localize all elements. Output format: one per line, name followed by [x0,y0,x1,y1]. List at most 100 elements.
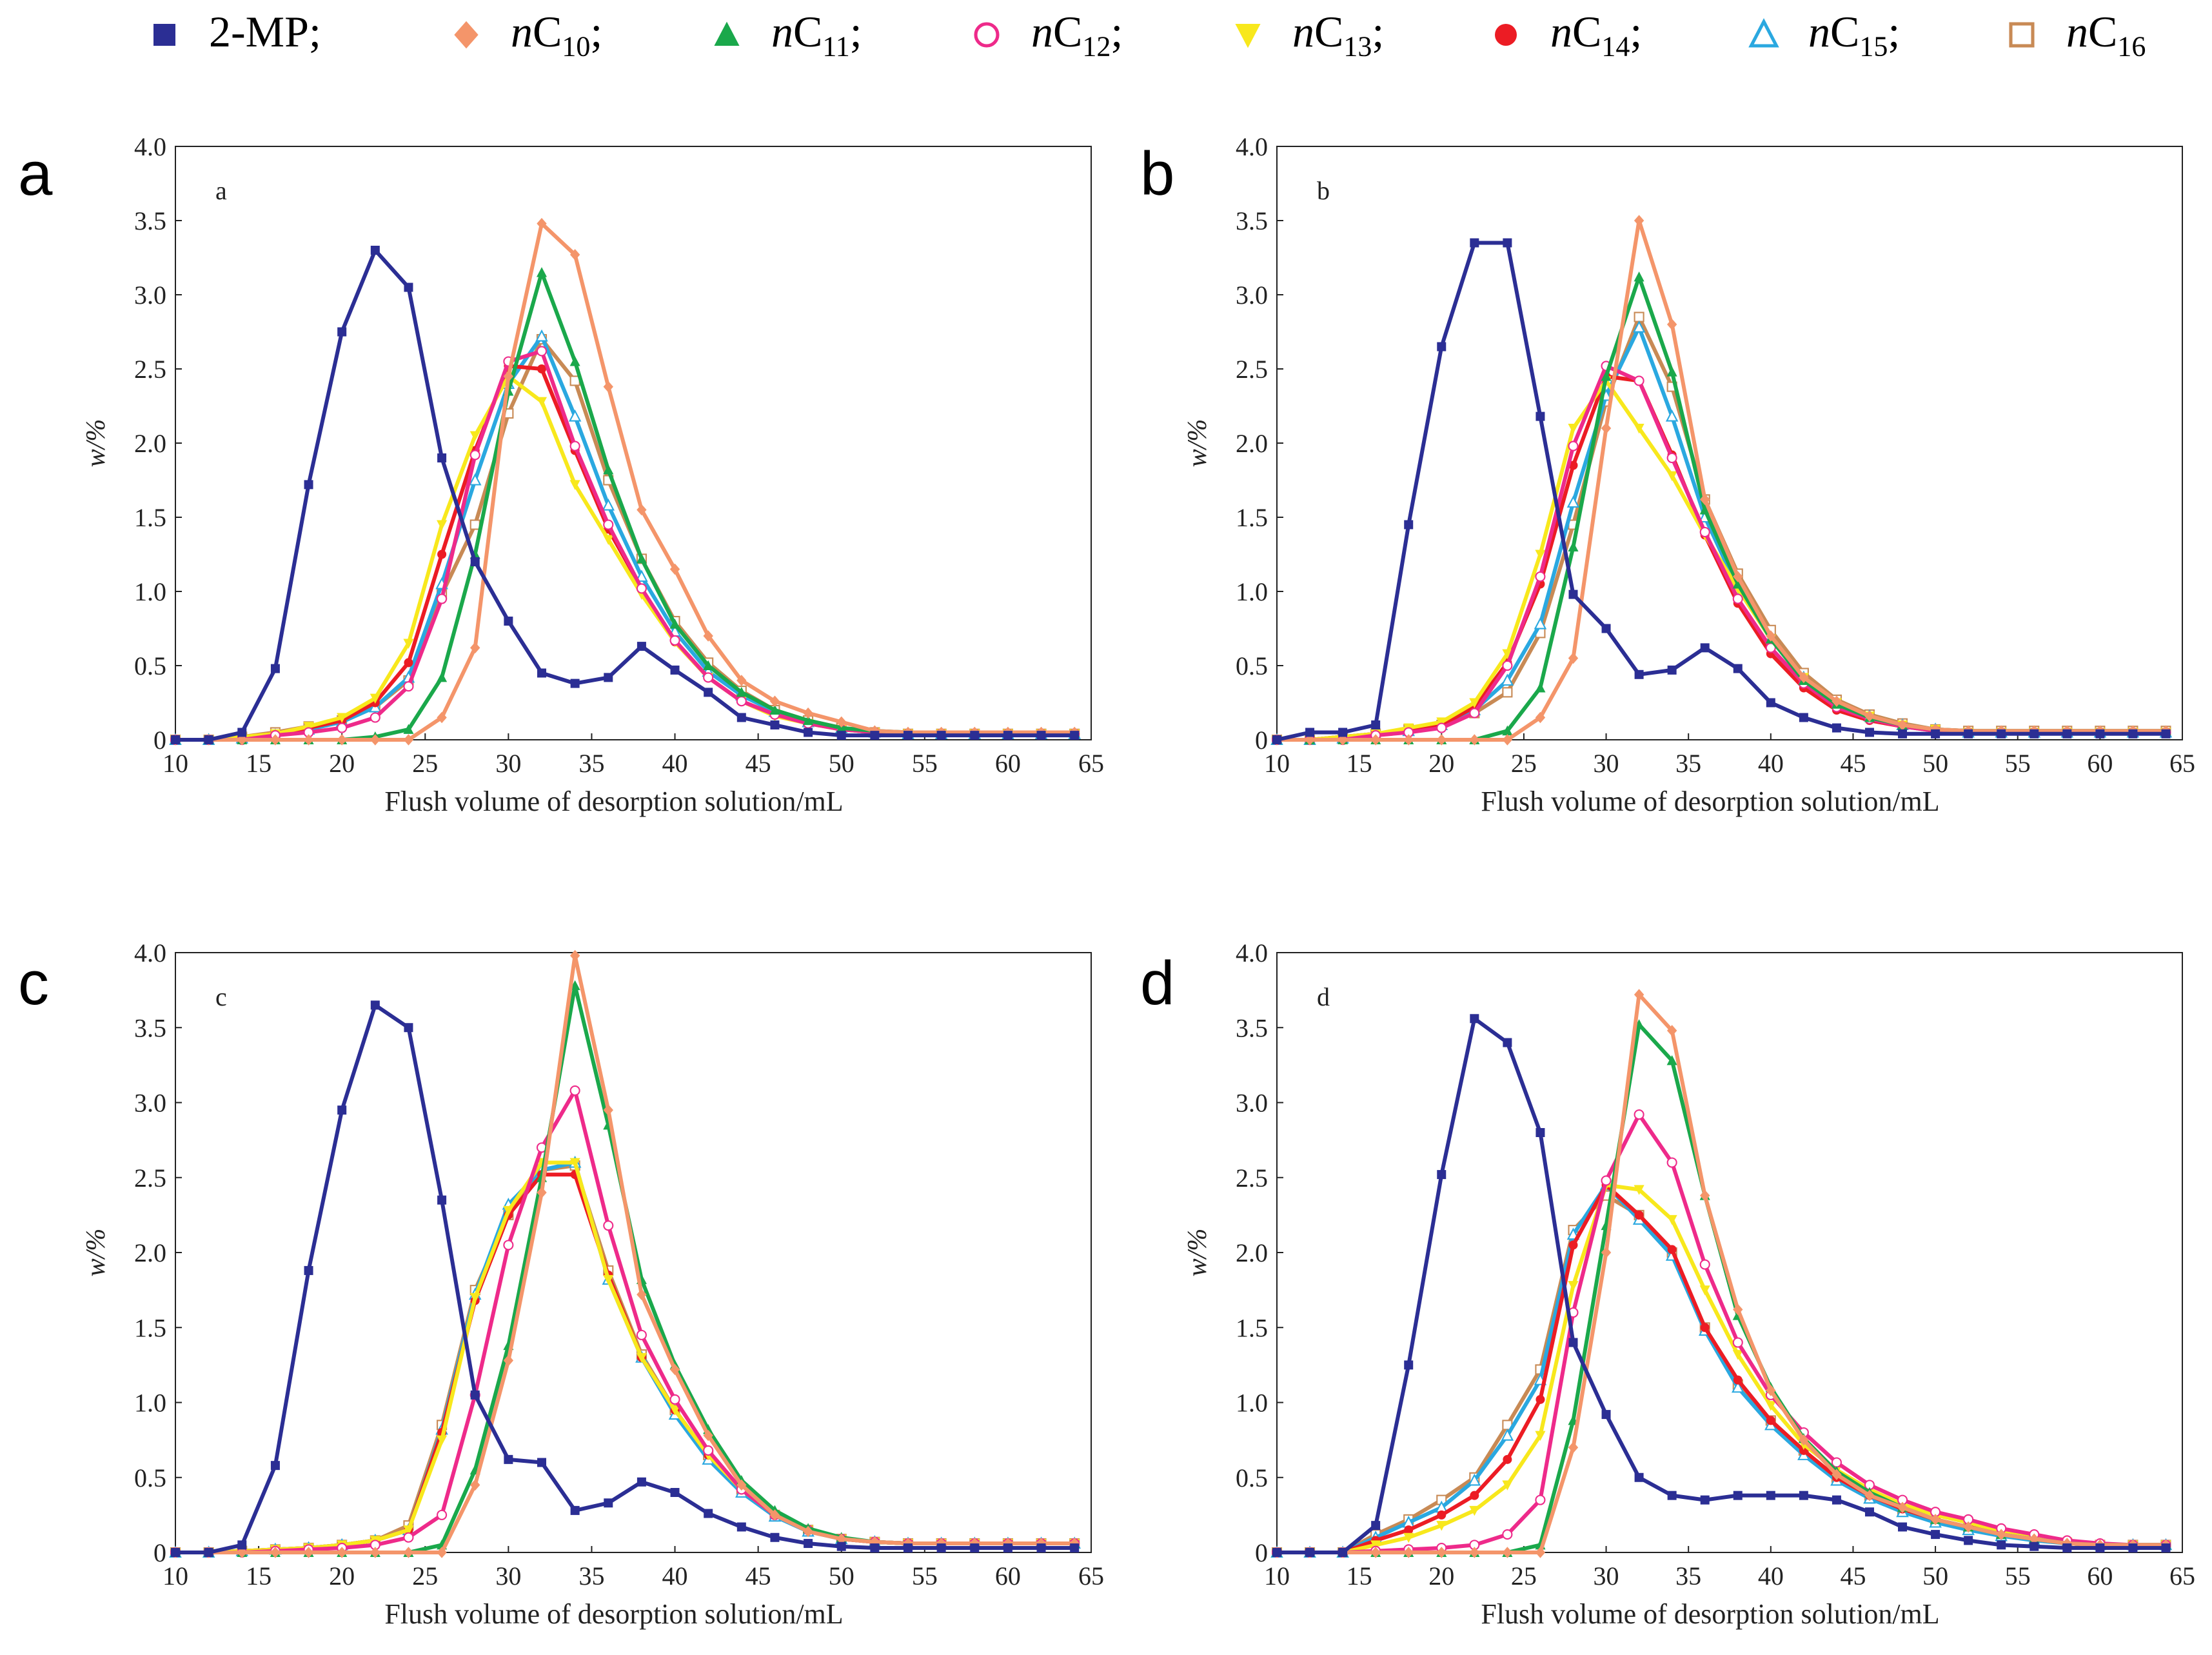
series-nc10 [170,949,1080,1558]
legend-item-nc13: nC13; [1225,7,1384,63]
data-point-nc13 [437,520,448,530]
y-tick-label: 2.0 [1236,1238,1268,1267]
data-point-2-mp [670,665,680,675]
series-2-mp [171,1000,1080,1557]
data-point-nc14 [1667,1245,1677,1254]
data-point-2-mp [337,1105,347,1115]
data-point-2-mp [370,246,380,255]
data-point-nc12 [337,722,348,733]
data-point-2-mp [836,731,846,740]
y-tick-label: 2.5 [1236,355,1268,384]
data-point-nc15 [635,570,648,582]
data-point-nc15 [468,473,482,486]
data-point-2-mp [970,1543,980,1553]
x-tick-label: 60 [2087,749,2113,778]
data-point-nc12 [437,1509,448,1520]
data-point-2-mp [1305,1548,1315,1557]
legend-marker-nc14 [1495,24,1517,46]
x-tick-label: 20 [329,749,355,778]
data-point-nc13 [1469,1505,1480,1516]
legend-label: nC10; [511,7,603,63]
data-point-nc12 [636,1329,647,1340]
data-point-nc13 [1732,1350,1743,1360]
data-point-nc12 [1502,1529,1513,1540]
inner-panel-label: d [1317,982,1330,1011]
data-point-nc10 [537,1187,547,1198]
legend-marker-shape [1235,24,1261,48]
x-tick-label: 30 [1594,1561,1619,1591]
x-tick-label: 35 [1675,749,1701,778]
data-point-nc14 [404,658,413,668]
x-tick-label: 25 [1511,749,1537,778]
data-point-2-mp [1832,1495,1841,1505]
data-point-nc14 [1733,1375,1743,1385]
x-tick-label: 30 [495,1561,521,1591]
data-point-nc13 [1502,649,1513,659]
line-chart-c: 10 15 20 25 30 35 40 45 50 55 60 65 0 0.5 1.0 1.5 2.0 2.5… [81,938,1104,1630]
x-axis-label: Flush volume of desorption solution/mL [1481,786,1939,817]
data-point-nc10 [603,1104,613,1116]
panel-label-c: c [18,949,49,1018]
data-point-2-mp [1503,238,1512,248]
data-point-nc13 [569,480,580,490]
legend-item-nc15: nC15; [1741,7,1900,63]
data-point-nc13 [1568,1281,1579,1291]
y-axis-label: w/% [1187,419,1212,468]
data-point-nc10 [1469,1547,1480,1558]
x-tick-label: 25 [412,1561,438,1591]
y-axis-label: w/% [81,419,111,468]
x-tick-label: 35 [578,1561,604,1591]
y-tick-label: 2.0 [134,1238,166,1267]
data-point-2-mp [270,1461,280,1471]
data-point-2-mp [1601,624,1611,633]
data-point-nc13 [370,693,380,704]
x-tick-label: 20 [1428,1561,1454,1591]
series-line-2-mp [175,1003,1075,1554]
x-tick-label: 65 [1078,1561,1104,1591]
legend-label: nC16 [2066,7,2146,63]
data-point-nc14 [1470,1491,1479,1500]
x-tick-label: 55 [2005,749,2031,778]
data-point-nc13 [303,722,314,732]
data-point-2-mp [704,688,713,697]
y-tick-label: 4.0 [1236,132,1268,161]
x-tick-label: 55 [2005,1561,2031,1591]
data-point-2-mp [304,480,313,490]
data-point-nc13 [1634,1185,1644,1195]
data-point-2-mp [404,282,413,292]
data-point-nc15 [1731,1380,1744,1393]
data-point-nc10 [836,716,847,728]
data-point-nc10 [1666,1025,1677,1036]
data-point-nc16 [1634,312,1644,322]
data-point-nc14 [1568,1240,1578,1250]
x-tick-label: 15 [1347,749,1372,778]
data-point-nc10 [1700,1189,1710,1202]
data-point-nc11 [1502,725,1513,736]
data-point-nc10 [736,675,747,686]
data-point-2-mp [1470,1014,1479,1024]
data-point-nc13 [1699,1285,1710,1296]
data-point-nc15 [1501,1428,1514,1441]
data-point-nc13 [536,397,548,407]
data-point-2-mp [1799,713,1808,722]
data-point-2-mp [1036,1543,1046,1553]
data-point-nc12 [370,712,380,723]
data-point-2-mp [1371,720,1381,729]
y-tick-label: 2.0 [134,429,166,458]
data-point-2-mp [1931,1530,1940,1540]
data-point-nc11 [703,660,714,670]
data-point-nc11 [403,724,414,734]
data-point-2-mp [304,1265,313,1275]
legend-label: 2-MP; [209,7,321,57]
data-point-2-mp [1036,731,1046,740]
y-axis-label: w/% [81,1229,111,1277]
data-point-nc10 [437,1547,447,1558]
legend-marker-2-mp [153,24,175,46]
legend-label: nC11; [771,7,862,63]
data-point-nc11 [437,672,448,682]
x-tick-label: 10 [1264,749,1290,778]
data-point-nc12 [703,1445,714,1456]
x-tick-label: 65 [1078,749,1104,778]
legend-item-2-mp: 2-MP; [142,7,321,61]
panel-label-a: a [18,139,53,208]
